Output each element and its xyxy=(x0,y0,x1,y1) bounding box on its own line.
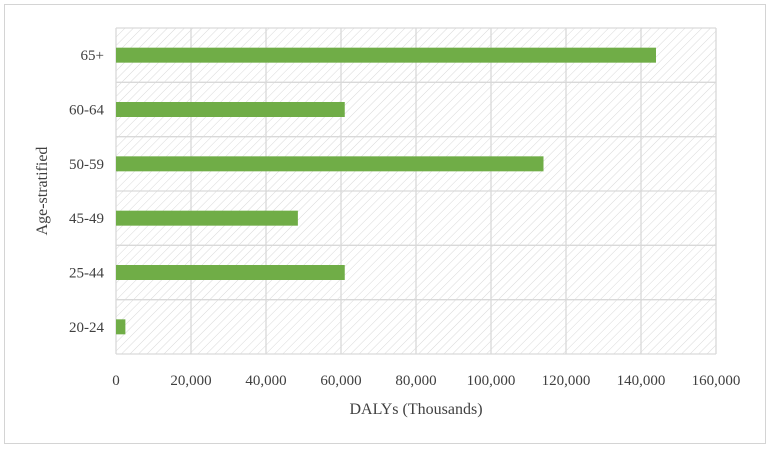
x-axis-title: DALYs (Thousands) xyxy=(349,401,482,418)
bar-50-59 xyxy=(116,156,544,172)
bars xyxy=(116,47,656,335)
grid-lines xyxy=(115,27,717,355)
y-axis-title: Age-stratified xyxy=(34,147,51,236)
bar-65+ xyxy=(116,47,656,63)
bar-60-64 xyxy=(116,102,345,117)
x-tick-label: 0 xyxy=(112,373,120,389)
x-tick-label: 40,000 xyxy=(245,373,286,389)
x-tick-label: 160,000 xyxy=(692,373,741,389)
x-tick-label: 140,000 xyxy=(617,373,666,389)
category-label: 65+ xyxy=(81,48,104,64)
x-tick-labels: 0 20,000 40,000 60,000 80,000 100,000 120,000 1… xyxy=(112,373,740,389)
category-labels: 65+ 60-64 50-59 45-49 25-44 20-24 xyxy=(69,48,104,336)
category-label: 45-49 xyxy=(69,211,104,227)
x-tick-label: 100,000 xyxy=(467,373,516,389)
category-label: 60-64 xyxy=(69,103,104,119)
category-label: 20-24 xyxy=(69,320,104,336)
bar-25-44 xyxy=(116,265,345,280)
category-label: 25-44 xyxy=(69,266,104,282)
x-tick-label: 80,000 xyxy=(395,373,436,389)
x-tick-label: 120,000 xyxy=(542,373,591,389)
bar-20-24 xyxy=(116,319,126,335)
category-label: 50-59 xyxy=(69,157,104,173)
x-tick-label: 20,000 xyxy=(170,373,211,389)
x-tick-label: 60,000 xyxy=(320,373,361,389)
bar-45-49 xyxy=(116,210,298,226)
